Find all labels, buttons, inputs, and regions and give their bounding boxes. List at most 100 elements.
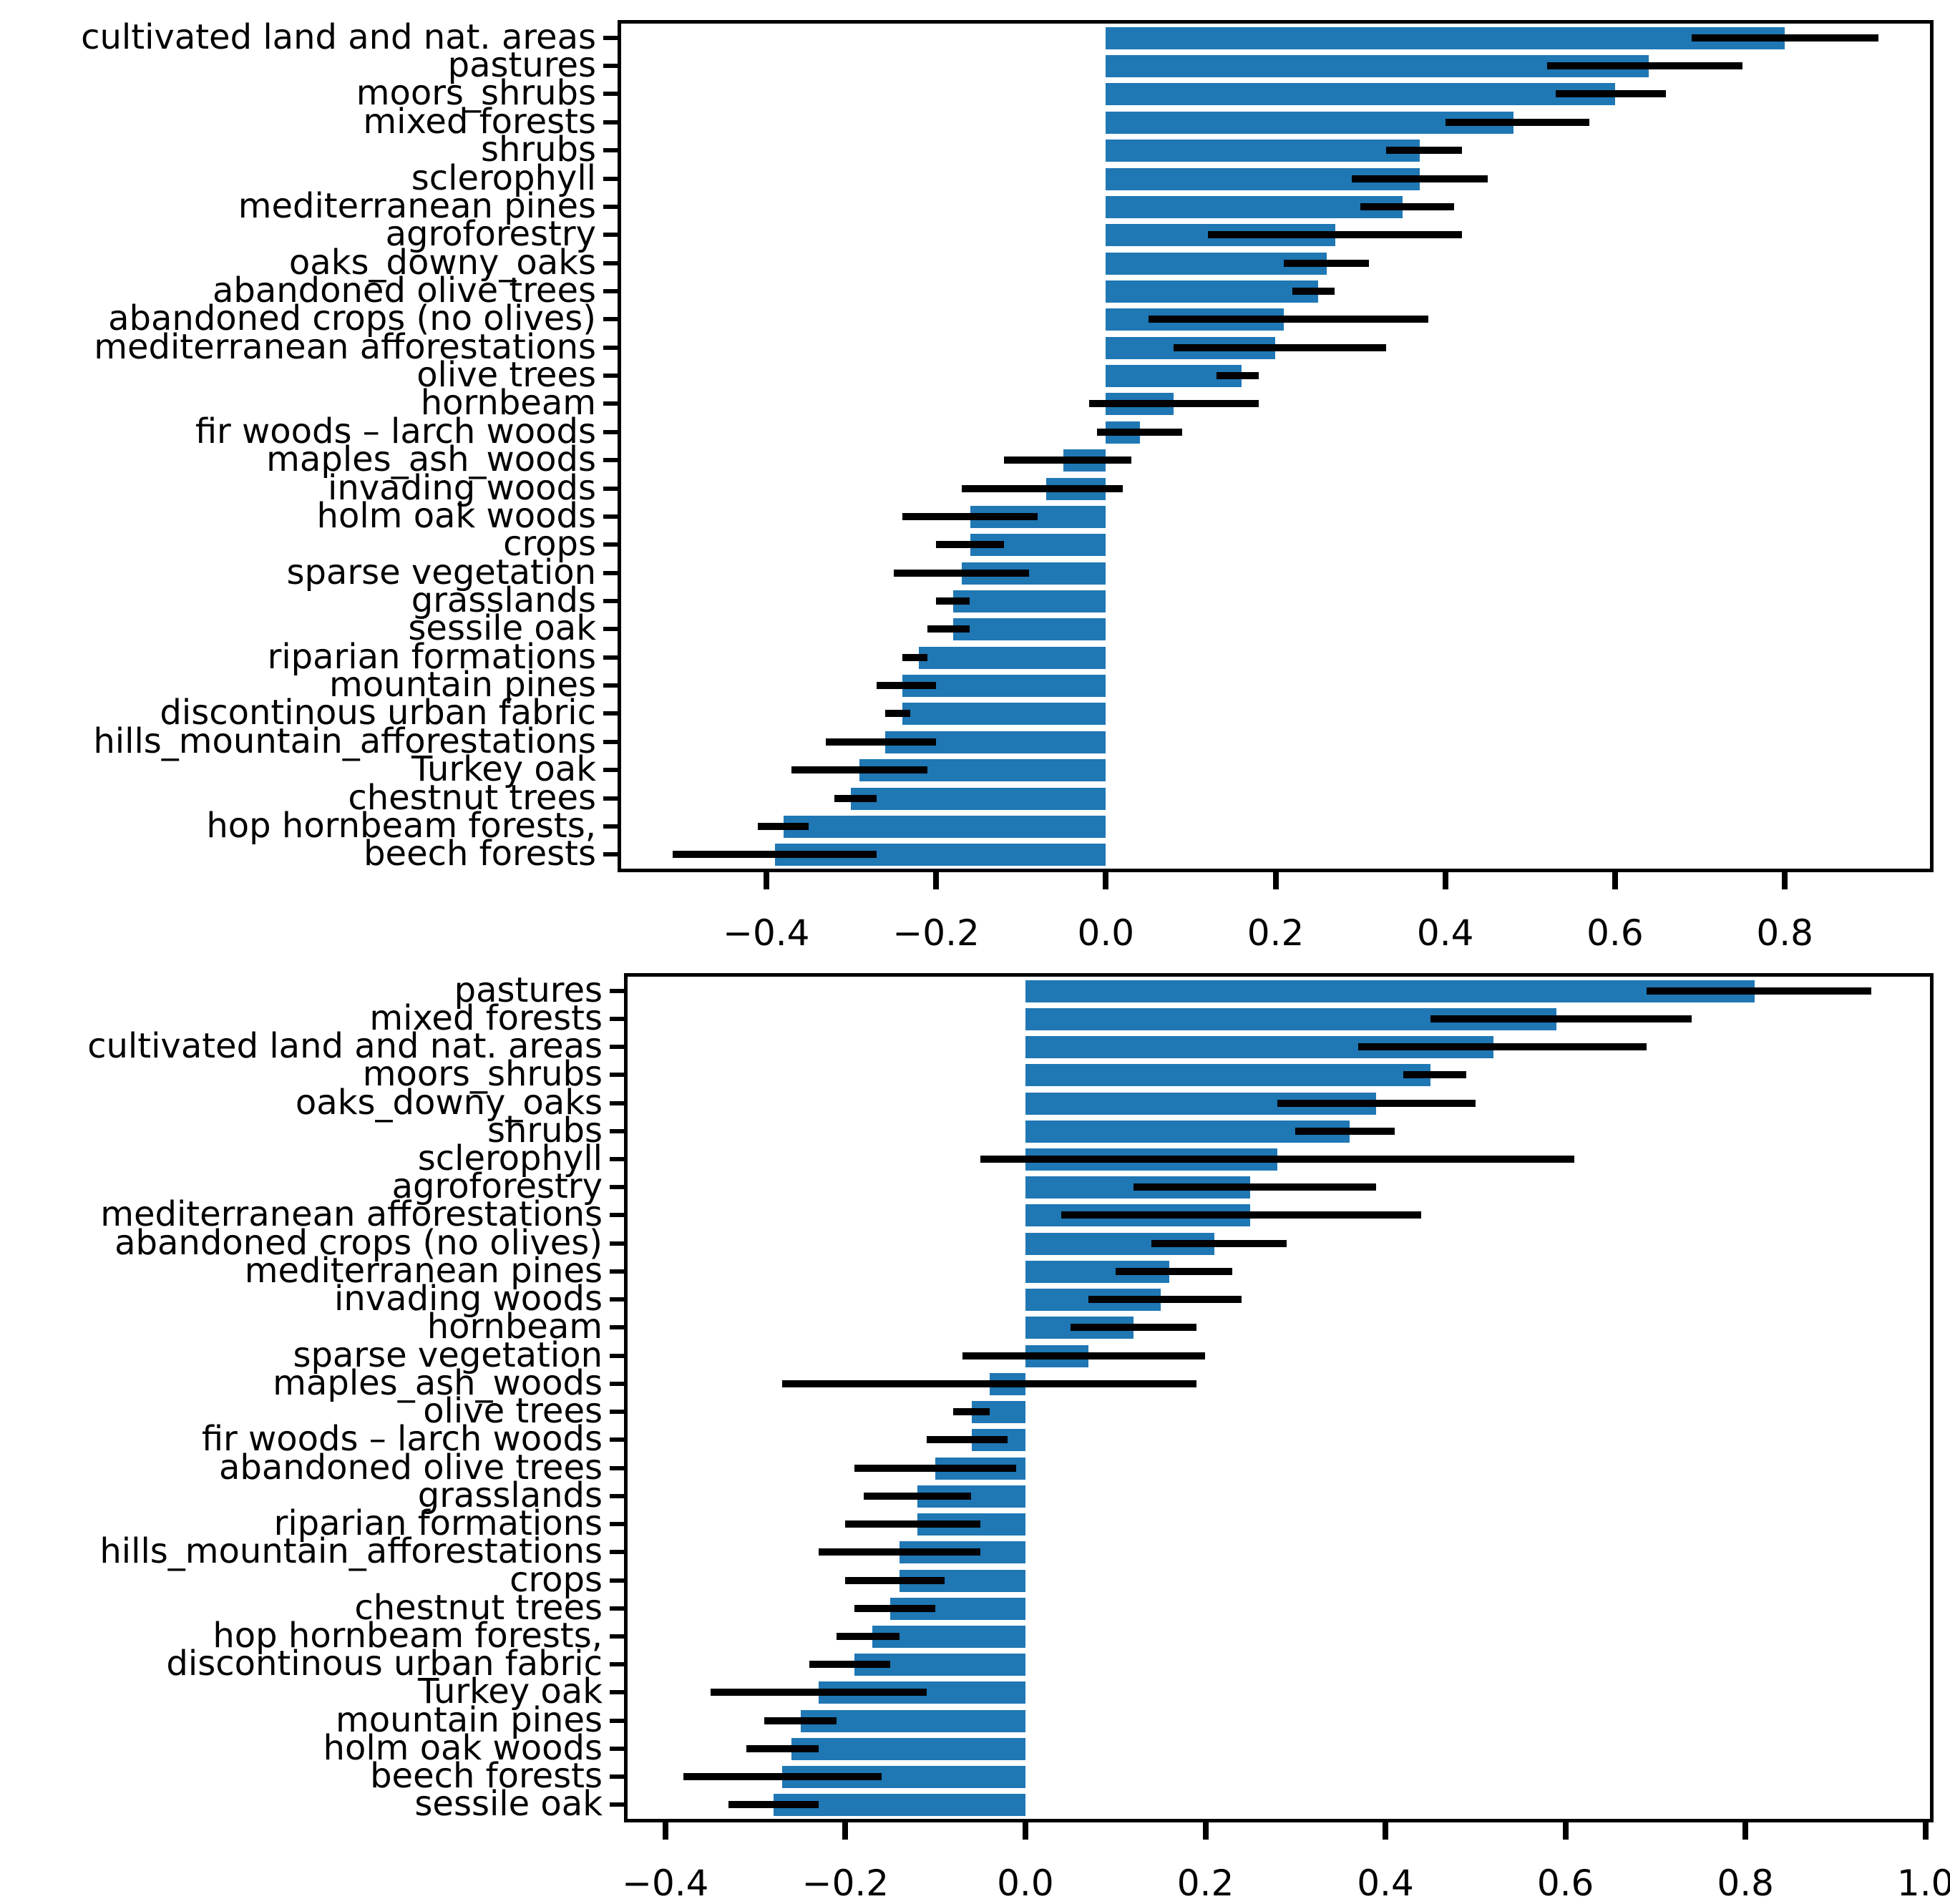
y-tick-label-0-3: mixed forests xyxy=(363,101,596,142)
top-chart-plot-area: cultivated land and nat. areas pastures mo… xyxy=(81,19,1934,953)
y-tick-label-0-13: hornbeam xyxy=(420,382,596,423)
y-tick-1-0 xyxy=(610,989,624,993)
y-tick-0-21 xyxy=(603,627,618,631)
error-bar-1-29 xyxy=(728,1801,819,1808)
x-tick-0-4 xyxy=(1442,872,1448,889)
y-tick-label-0-20: grasslands xyxy=(411,580,596,620)
y-tick-0-14 xyxy=(603,430,618,434)
y-tick-label-1-27: holm oak woods xyxy=(323,1727,603,1768)
error-bar-1-3 xyxy=(1403,1071,1467,1078)
y-tick-1-4 xyxy=(610,1101,624,1105)
bar-0-6 xyxy=(1106,195,1403,218)
y-tick-0-17 xyxy=(603,514,618,519)
y-tick-1-10 xyxy=(610,1269,624,1274)
error-bar-1-22 xyxy=(854,1605,936,1612)
y-tick-label-1-0: pastures xyxy=(454,970,603,1010)
error-bar-1-26 xyxy=(764,1717,837,1724)
x-tick-label-1-3: 0.2 xyxy=(1176,1862,1234,1904)
y-tick-1-16 xyxy=(610,1437,624,1442)
y-tick-1-8 xyxy=(610,1213,624,1217)
error-bar-0-3 xyxy=(1445,119,1590,126)
y-tick-0-2 xyxy=(603,92,618,96)
y-tick-0-9 xyxy=(603,289,618,293)
error-bar-1-15 xyxy=(953,1408,990,1415)
y-tick-label-1-26: mountain pines xyxy=(336,1699,603,1740)
x-tick-1-6 xyxy=(1742,1822,1749,1840)
error-bar-0-18 xyxy=(936,541,1004,548)
bar-0-27 xyxy=(851,787,1106,810)
y-tick-label-0-17: holm oak woods xyxy=(316,495,596,536)
y-tick-0-24 xyxy=(603,711,618,716)
y-tick-0-19 xyxy=(603,571,618,575)
bar-0-22 xyxy=(919,646,1106,669)
y-tick-0-13 xyxy=(603,401,618,406)
y-tick-1-17 xyxy=(610,1466,624,1470)
bar-0-21 xyxy=(952,617,1106,640)
error-bar-1-19 xyxy=(845,1520,981,1528)
y-tick-label-0-0: cultivated land and nat. areas xyxy=(81,16,596,57)
y-tick-label-1-23: hop hornbeam forests, xyxy=(213,1615,603,1656)
y-tick-0-12 xyxy=(603,374,618,378)
x-tick-label-1-0: −0.4 xyxy=(622,1862,709,1904)
error-bar-0-2 xyxy=(1555,90,1667,97)
y-tick-label-1-3: moors_shrubs xyxy=(362,1053,603,1094)
error-bar-1-5 xyxy=(1295,1128,1395,1135)
y-tick-label-1-22: chestnut trees xyxy=(354,1587,603,1628)
bar-0-23 xyxy=(902,674,1106,697)
y-tick-label-0-23: mountain pines xyxy=(329,664,596,705)
error-bar-1-2 xyxy=(1358,1043,1647,1050)
error-bar-1-9 xyxy=(1151,1240,1287,1247)
y-tick-0-3 xyxy=(603,120,618,125)
y-tick-1-2 xyxy=(610,1045,624,1049)
bar-0-2 xyxy=(1106,82,1615,105)
y-tick-label-1-24: discontinous urban fabric xyxy=(166,1643,603,1684)
y-tick-1-21 xyxy=(610,1578,624,1583)
bar-1-26 xyxy=(800,1709,1025,1732)
y-tick-label-0-26: Turkey oak xyxy=(411,748,596,789)
error-bar-1-27 xyxy=(746,1745,819,1752)
y-tick-1-23 xyxy=(610,1634,624,1639)
error-bar-1-18 xyxy=(863,1493,972,1500)
y-tick-label-0-22: riparian formations xyxy=(267,636,596,677)
error-bar-1-28 xyxy=(683,1773,882,1780)
x-tick-0-5 xyxy=(1612,872,1618,889)
x-tick-1-7 xyxy=(1922,1822,1929,1840)
error-bar-1-11 xyxy=(1088,1296,1242,1303)
x-tick-label-0-0: −0.4 xyxy=(723,912,810,954)
y-tick-label-1-11: invading woods xyxy=(334,1278,603,1319)
error-bar-0-9 xyxy=(1292,288,1335,295)
y-tick-label-0-29: beech forests xyxy=(364,833,596,874)
x-tick-label-0-5: 0.6 xyxy=(1586,912,1644,954)
error-bar-0-6 xyxy=(1360,203,1454,210)
y-tick-label-0-28: hop hornbeam forests, xyxy=(206,805,596,846)
x-tick-label-1-1: −0.2 xyxy=(801,1862,889,1904)
error-bar-1-14 xyxy=(782,1380,1196,1387)
y-tick-label-1-7: agroforestry xyxy=(391,1166,603,1206)
error-bar-0-21 xyxy=(927,625,970,633)
y-tick-0-0 xyxy=(603,36,618,40)
x-tick-label-1-2: 0.0 xyxy=(997,1862,1054,1904)
error-bar-1-6 xyxy=(980,1156,1575,1163)
y-tick-0-11 xyxy=(603,346,618,350)
error-bar-0-19 xyxy=(893,570,1030,577)
error-bar-0-25 xyxy=(825,738,937,746)
y-tick-0-8 xyxy=(603,261,618,265)
error-bar-0-5 xyxy=(1352,175,1488,182)
error-bar-1-8 xyxy=(1061,1211,1422,1219)
y-tick-1-14 xyxy=(610,1382,624,1386)
error-bar-0-0 xyxy=(1691,34,1878,42)
y-tick-1-5 xyxy=(610,1129,624,1133)
x-tick-label-1-7: 1.0 xyxy=(1896,1862,1950,1904)
error-bar-0-15 xyxy=(1003,457,1131,464)
y-tick-label-1-4: oaks_downy_oaks xyxy=(295,1082,603,1123)
y-tick-label-0-10: abandoned crops (no olives) xyxy=(108,298,596,338)
y-tick-label-0-27: chestnut trees xyxy=(348,777,596,818)
y-tick-1-3 xyxy=(610,1073,624,1077)
x-tick-0-1 xyxy=(933,872,940,889)
bar-0-9 xyxy=(1106,280,1318,303)
y-tick-1-26 xyxy=(610,1719,624,1723)
error-bar-1-12 xyxy=(1070,1324,1196,1331)
y-tick-label-1-5: shrubs xyxy=(487,1110,603,1151)
y-tick-label-0-19: sparse vegetation xyxy=(286,552,596,592)
error-bar-0-27 xyxy=(834,795,877,802)
